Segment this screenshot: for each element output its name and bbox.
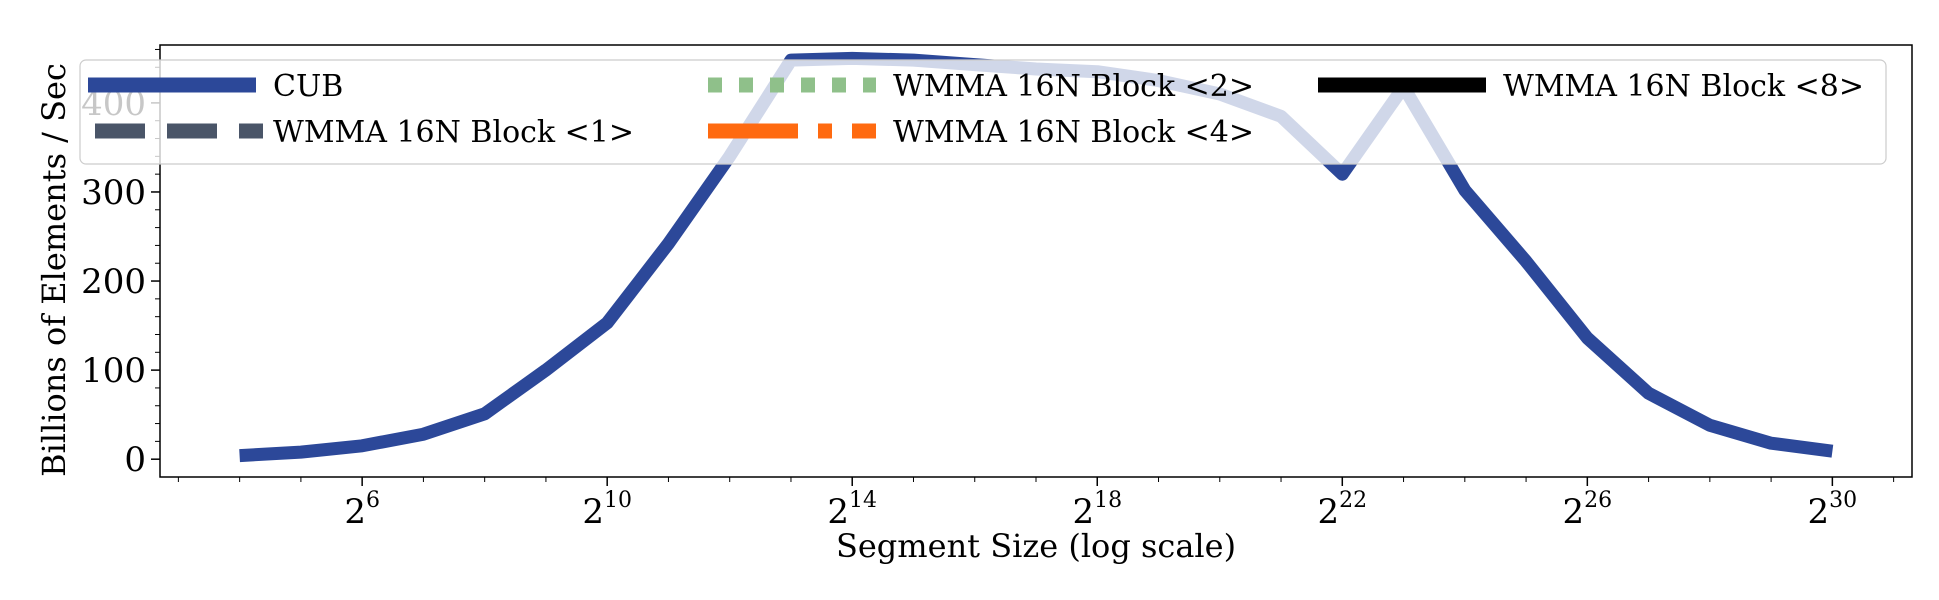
- y-axis-label: Billions of Elements / Sec: [35, 63, 73, 477]
- x-tick-base: 2: [1808, 492, 1830, 532]
- x-axis-label: Segment Size (log scale): [836, 527, 1236, 565]
- y-tick-label: 200: [81, 262, 146, 302]
- x-tick-base: 2: [827, 492, 849, 532]
- x-tick-label: 226: [1563, 488, 1613, 532]
- y-tick-label: 100: [81, 351, 146, 391]
- x-tick-exponent: 30: [1829, 488, 1857, 513]
- x-tick-base: 2: [1317, 492, 1339, 532]
- x-tick-exponent: 14: [849, 488, 877, 513]
- x-tick-label: 26: [344, 488, 380, 532]
- x-tick-base: 2: [1563, 492, 1585, 532]
- x-tick-label: 222: [1317, 488, 1367, 532]
- x-tick-exponent: 6: [366, 488, 380, 513]
- x-tick-exponent: 22: [1339, 488, 1367, 513]
- y-tick-label: 300: [81, 173, 146, 213]
- y-tick-label: 0: [124, 440, 146, 480]
- x-tick-exponent: 18: [1094, 488, 1122, 513]
- legend-label: WMMA 16N Block <2>: [893, 69, 1254, 104]
- x-tick-label: 230: [1808, 488, 1858, 532]
- x-tick-exponent: 26: [1584, 488, 1612, 513]
- x-tick-label: 218: [1072, 488, 1122, 532]
- legend-label: WMMA 16N Block <8>: [1503, 69, 1864, 104]
- legend-label: WMMA 16N Block <4>: [893, 115, 1254, 150]
- legend-label: WMMA 16N Block <1>: [273, 115, 634, 150]
- x-tick-base: 2: [344, 492, 366, 532]
- x-tick-base: 2: [1072, 492, 1094, 532]
- x-tick-base: 2: [582, 492, 604, 532]
- x-tick-label: 214: [827, 488, 877, 532]
- legend: CUB WMMA 16N Block <1> WMMA 16N Block <2> W…: [79, 59, 1887, 165]
- legend-label: CUB: [273, 69, 343, 104]
- x-tick-label: 210: [582, 488, 632, 532]
- x-tick-exponent: 10: [604, 488, 632, 513]
